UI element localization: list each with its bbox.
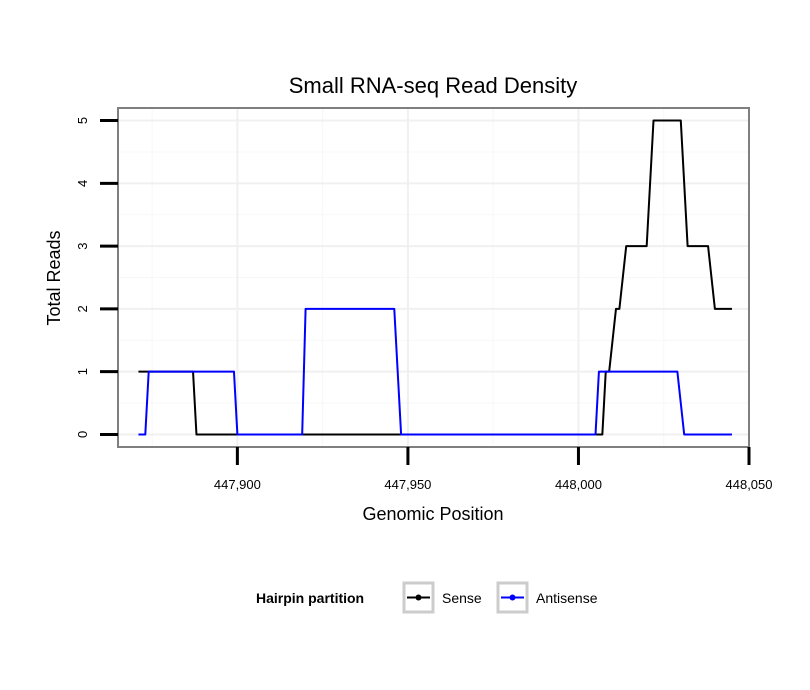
y-tick-label: 2 [75, 305, 90, 312]
y-tick-label: 3 [75, 242, 90, 249]
legend-label-sense: Sense [442, 590, 482, 606]
x-tick-label: 447,950 [384, 477, 431, 492]
chart-title: Small RNA-seq Read Density [289, 73, 578, 98]
legend-item-sense: Sense [402, 581, 482, 614]
series-line-sense [138, 119, 732, 436]
y-tick-label: 0 [75, 431, 90, 438]
y-tick-label: 1 [75, 368, 90, 375]
legend-label-antisense: Antisense [536, 590, 598, 606]
y-tick-label: 5 [75, 117, 90, 124]
x-axis-title: Genomic Position [362, 504, 503, 524]
y-axis: 0 1 2 3 4 5 [75, 117, 118, 438]
legend: Hairpin partition Sense Antisense [256, 581, 598, 614]
legend-dot-sense [415, 594, 422, 601]
plot-border [117, 107, 750, 448]
y-axis-title: Total Reads [44, 230, 64, 325]
legend-item-antisense: Antisense [496, 581, 598, 614]
x-tick-label: 448,000 [555, 477, 602, 492]
series-lines [138, 119, 732, 436]
grid-minor [118, 108, 749, 447]
x-axis: 447,900 447,950 448,000 448,050 [214, 447, 773, 492]
series-line-antisense [138, 307, 732, 436]
y-tick-label: 4 [75, 180, 90, 187]
x-tick-label: 447,900 [214, 477, 261, 492]
legend-dot-antisense [509, 594, 516, 601]
x-tick-label: 448,050 [726, 477, 773, 492]
legend-title: Hairpin partition [256, 590, 364, 606]
